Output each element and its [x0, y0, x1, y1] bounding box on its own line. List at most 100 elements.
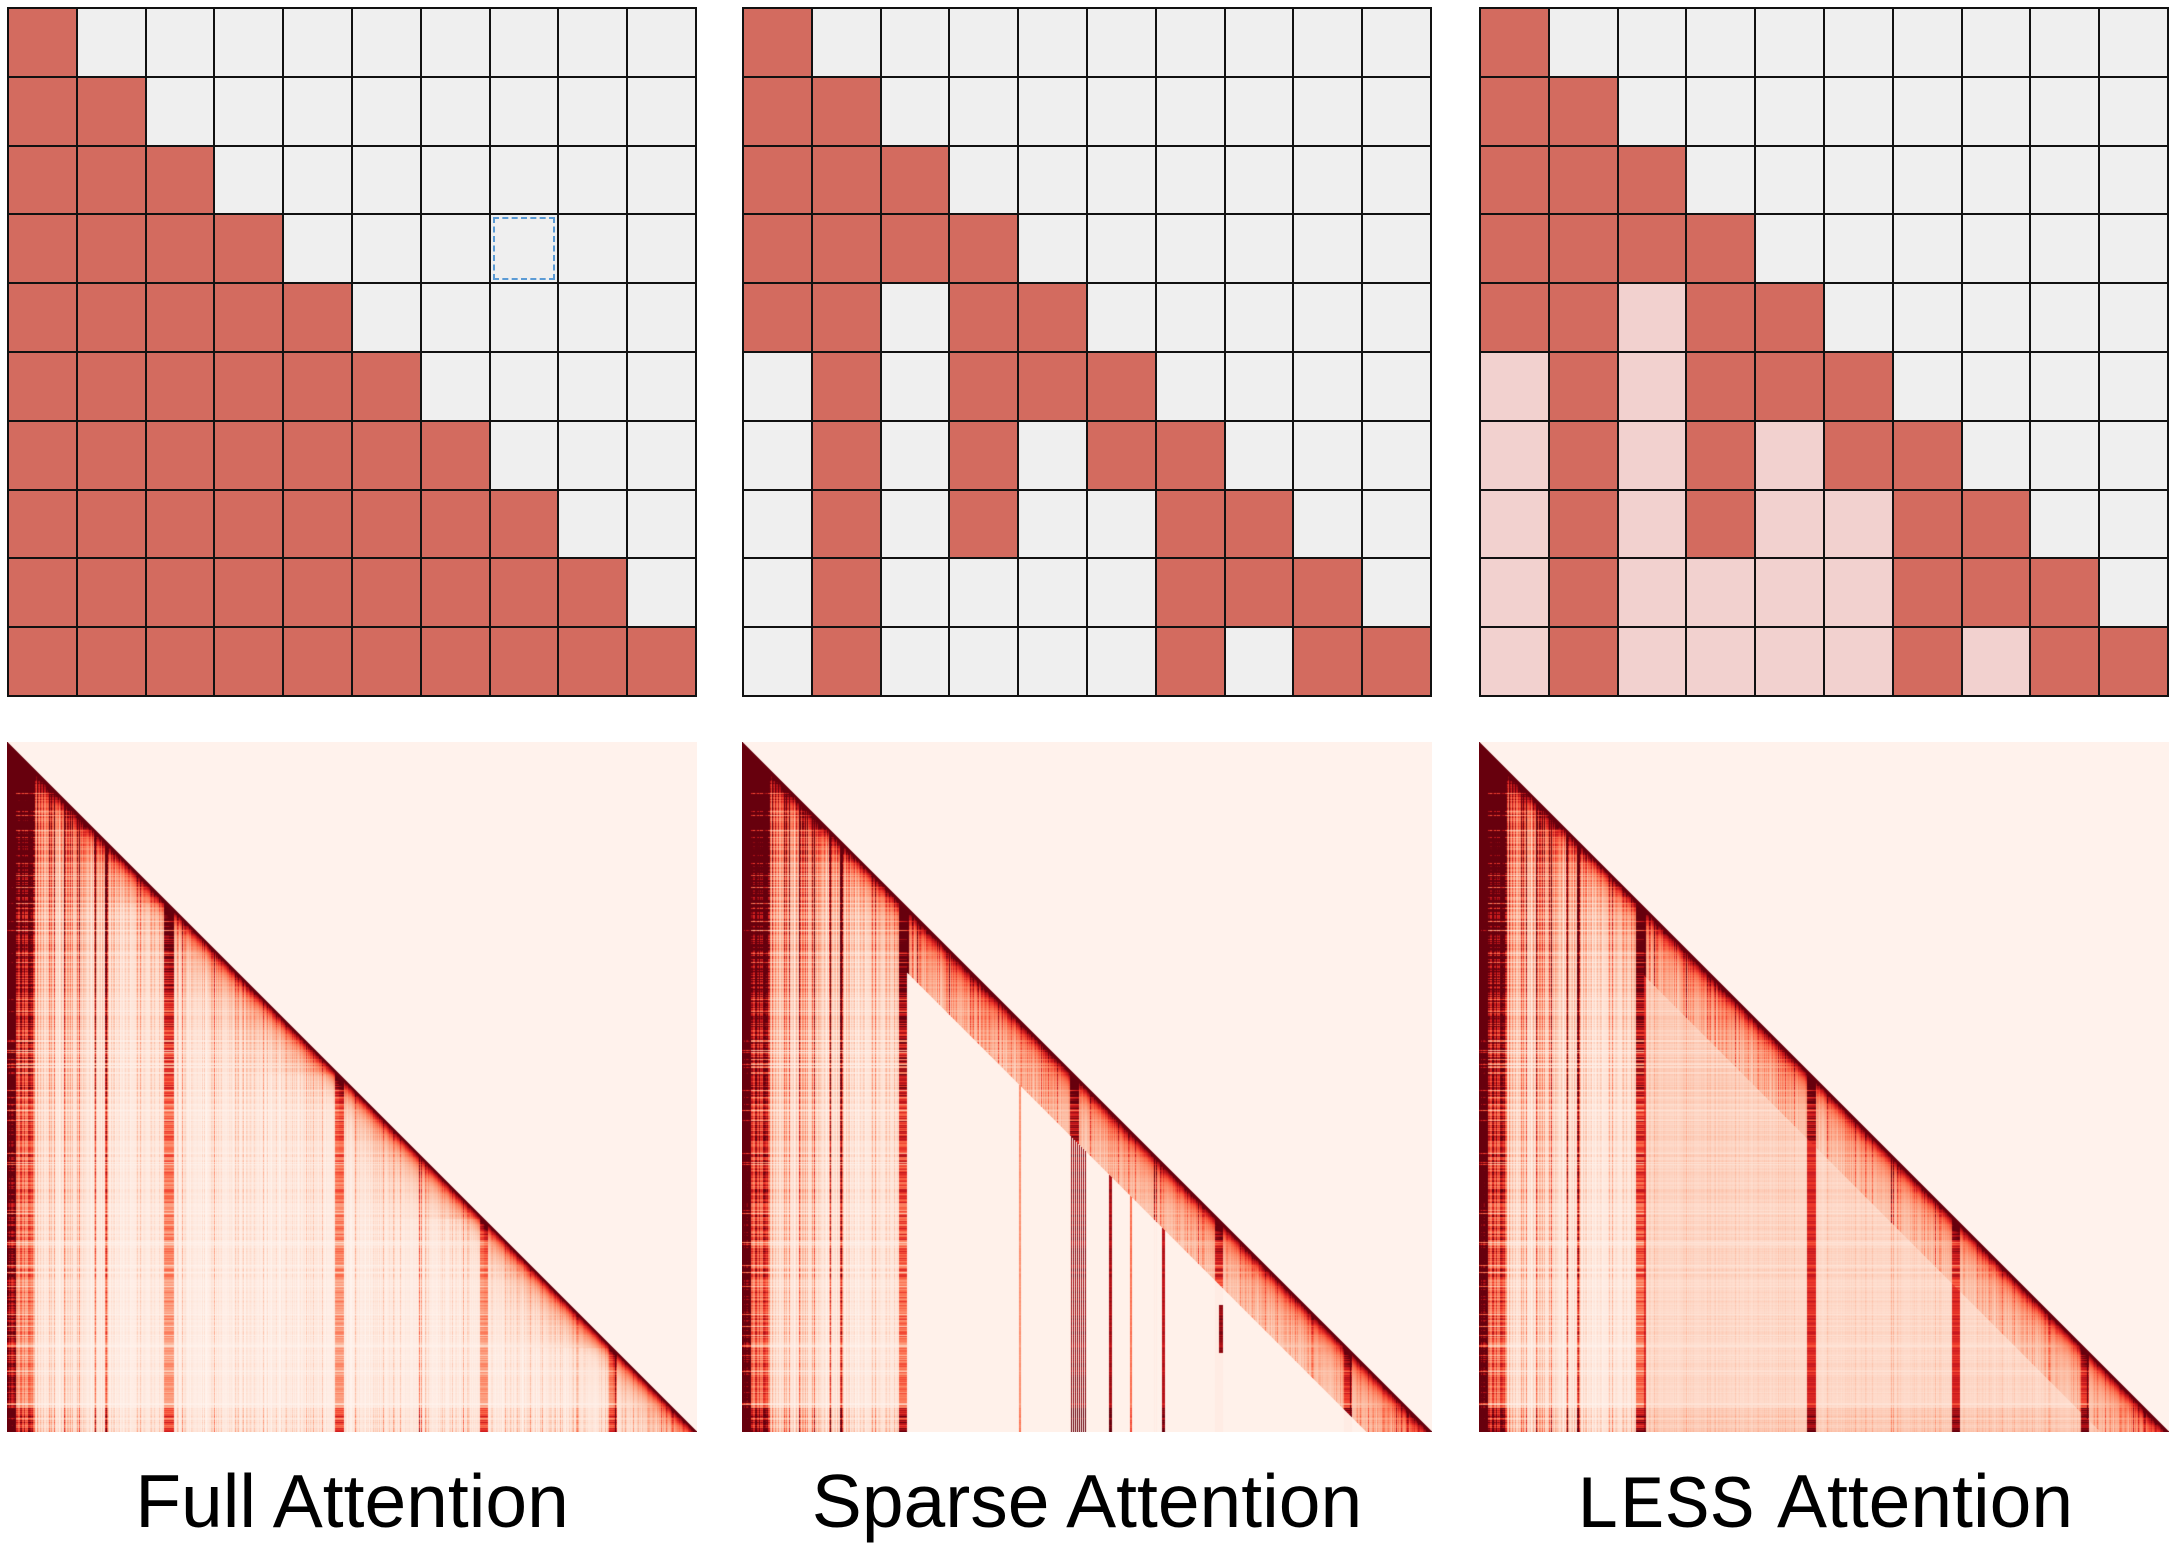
attention-block-cell [1088, 559, 1155, 627]
attention-block-cell [1549, 490, 1617, 558]
attention-block-cell [744, 215, 811, 283]
attention-block-cell [146, 9, 214, 76]
attention-block-cell [1363, 215, 1430, 283]
attention-block-cell [2100, 421, 2167, 489]
attention-block-cell [1294, 77, 1362, 145]
attention-block-cell [1825, 559, 1892, 627]
attention-block-cell [559, 421, 627, 489]
attention-block-cell [1294, 9, 1362, 76]
attention-block-cell [490, 284, 558, 351]
attention-block-cell [1687, 628, 1755, 695]
attention-block-cell [1893, 77, 1961, 145]
attention-block-cell [1893, 9, 1961, 76]
attention-block-cell [353, 284, 420, 351]
attention-block-cell [881, 490, 949, 558]
attention-block-cell [950, 559, 1018, 627]
attention-block-cell [628, 146, 695, 214]
attention-block-cell [744, 490, 811, 558]
attention-block-cell [146, 215, 214, 283]
attention-block-cell [1156, 77, 1224, 145]
attention-block-cell [421, 559, 489, 627]
attention-block-cell [950, 490, 1018, 558]
attention-block-cell [1088, 9, 1155, 76]
attention-block-cell [77, 559, 145, 627]
attention-block-cell [1962, 421, 2030, 489]
attention-block-cell [1019, 215, 1086, 283]
attention-block-cell [812, 353, 880, 420]
attention-block-cell [1893, 490, 1961, 558]
attention-block-cell [628, 490, 695, 558]
attention-block-cell [1294, 146, 1362, 214]
attention-block-cell [9, 284, 76, 351]
attention-block-cell [2031, 284, 2099, 351]
attention-block-cell [2031, 9, 2099, 76]
attention-block-cell [146, 353, 214, 420]
attention-block-cell [1756, 284, 1823, 351]
attention-block-cell [628, 9, 695, 76]
attention-block-cell [1825, 628, 1892, 695]
attention-block-cell [146, 421, 214, 489]
attention-block-cell [1294, 628, 1362, 695]
attention-block-cell [1363, 146, 1430, 214]
attention-block-cell [1156, 215, 1224, 283]
attention-block-cell [490, 77, 558, 145]
attention-block-cell [1088, 77, 1155, 145]
attention-block-cell [881, 353, 949, 420]
attention-block-cell [812, 146, 880, 214]
attention-block-cell [1962, 215, 2030, 283]
attention-block-cell [1225, 215, 1293, 283]
attention-block-cell [1156, 490, 1224, 558]
attention-block-cell [284, 421, 351, 489]
attention-block-cell [950, 146, 1018, 214]
attention-block-cell [2100, 559, 2167, 627]
caption-method-name: LESS [1574, 1465, 1755, 1550]
attention-block-cell [559, 9, 627, 76]
attention-block-cell [2100, 9, 2167, 76]
attention-block-cell [2100, 628, 2167, 695]
attention-block-cell [950, 9, 1018, 76]
attention-block-cell [744, 559, 811, 627]
attention-block-cell [1756, 490, 1823, 558]
attention-block-cell [353, 559, 420, 627]
attention-block-cell [1618, 146, 1686, 214]
attention-block-cell [1549, 9, 1617, 76]
sparse-attention-block-grid [742, 7, 1432, 697]
attention-block-cell [215, 421, 283, 489]
attention-block-cell [1363, 490, 1430, 558]
attention-block-cell [628, 77, 695, 145]
attention-block-cell [146, 284, 214, 351]
attention-block-cell [1618, 490, 1686, 558]
attention-block-cell [490, 559, 558, 627]
full-attention-caption: Full Attention [7, 1456, 697, 1546]
attention-block-cell [1294, 559, 1362, 627]
attention-block-cell [1088, 490, 1155, 558]
attention-block-cell [1294, 353, 1362, 420]
attention-block-cell [490, 215, 558, 283]
attention-block-cell [146, 490, 214, 558]
attention-block-cell [812, 9, 880, 76]
attention-block-cell [77, 9, 145, 76]
attention-block-cell [628, 215, 695, 283]
attention-block-cell [1687, 490, 1755, 558]
attention-block-cell [77, 215, 145, 283]
attention-block-cell [1893, 628, 1961, 695]
attention-block-cell [146, 146, 214, 214]
attention-block-cell [1363, 9, 1430, 76]
attention-block-cell [1225, 559, 1293, 627]
attention-block-cell [1156, 421, 1224, 489]
attention-block-cell [1618, 628, 1686, 695]
attention-block-cell [812, 490, 880, 558]
attention-block-cell [146, 559, 214, 627]
attention-block-cell [2031, 628, 2099, 695]
attention-block-cell [1225, 353, 1293, 420]
attention-block-cell [2031, 77, 2099, 145]
attention-block-cell [1962, 284, 2030, 351]
attention-block-cell [421, 146, 489, 214]
attention-block-cell [1825, 284, 1892, 351]
attention-block-cell [1481, 490, 1548, 558]
attention-block-cell [950, 353, 1018, 420]
attention-block-cell [1618, 559, 1686, 627]
attention-block-cell [1481, 9, 1548, 76]
attention-block-cell [1962, 490, 2030, 558]
attention-block-cell [1756, 628, 1823, 695]
